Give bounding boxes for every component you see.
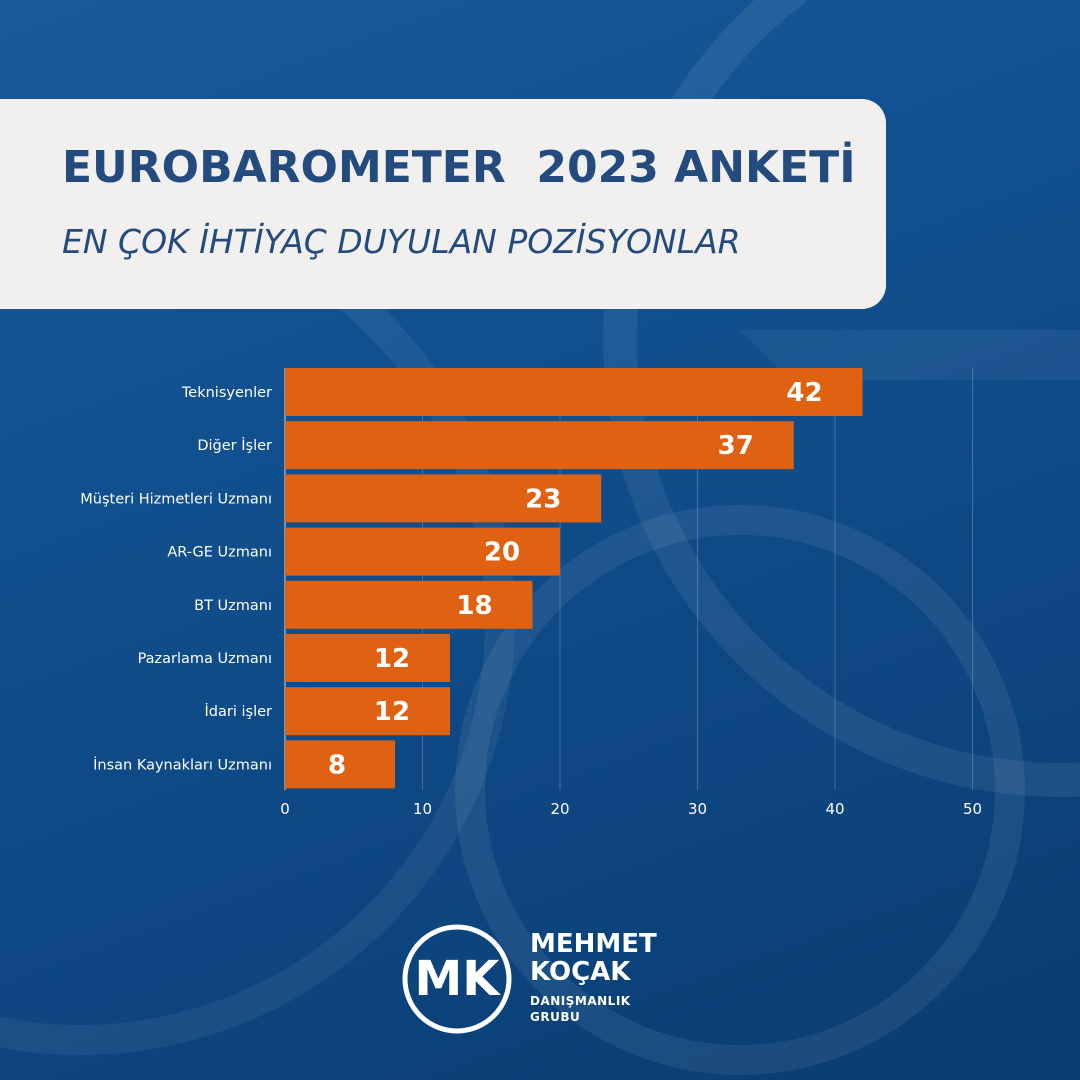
brand-name-line2: KOÇAK: [530, 957, 631, 987]
bar-6: [285, 634, 450, 682]
bar-2: [285, 421, 794, 470]
category-label: Pazarlama Uzmanı: [138, 651, 272, 667]
data-label: 42: [786, 378, 822, 408]
data-label: 37: [718, 431, 754, 461]
data-label: 20: [484, 538, 520, 568]
category-label: İdari işler: [205, 702, 272, 720]
x-tick-label: 40: [825, 800, 844, 818]
bar-7: [285, 687, 450, 736]
data-label: 8: [328, 750, 346, 780]
bar-4: [285, 527, 560, 576]
data-label: 23: [525, 484, 561, 514]
category-label: Diğer İşler: [197, 436, 272, 454]
category-label: AR-GE Uzmanı: [167, 545, 272, 561]
x-tick-label: 0: [280, 800, 290, 818]
category-label: BT Uzmanı: [194, 598, 272, 614]
data-label: 18: [456, 591, 492, 621]
bar-3: [285, 474, 602, 523]
category-label: Teknisyenler: [181, 385, 272, 401]
x-tick-label: 20: [550, 800, 569, 818]
data-label: 12: [374, 697, 410, 727]
chart-title: EUROBAROMETER 2023 ANKETİ: [62, 142, 856, 193]
brand-name-line1: MEHMET: [530, 929, 657, 959]
category-label: Müşteri Hizmetleri Uzmanı: [80, 491, 272, 507]
bar-5: [285, 580, 533, 629]
title-card: [0, 99, 886, 309]
chart-subtitle: EN ÇOK İHTİYAÇ DUYULAN POZİSYONLAR: [62, 222, 741, 261]
x-tick-label: 50: [963, 800, 982, 818]
x-tick-label: 10: [413, 800, 432, 818]
bar-1: [285, 368, 863, 416]
mk-logo-icon: MK: [402, 924, 512, 1034]
mk-logo-letters: MK: [415, 951, 502, 1007]
brand-block: MK MEHMET KOÇAK DANIŞMANLIK GRUBU: [400, 922, 690, 1037]
data-label: 12: [374, 644, 410, 674]
brand-sub-line1: DANIŞMANLIK: [530, 994, 631, 1008]
x-tick-label: 30: [688, 800, 707, 818]
category-label: İnsan Kaynakları Uzmanı: [93, 755, 272, 773]
brand-sub-line2: GRUBU: [530, 1010, 581, 1024]
bar-8: [285, 740, 395, 789]
